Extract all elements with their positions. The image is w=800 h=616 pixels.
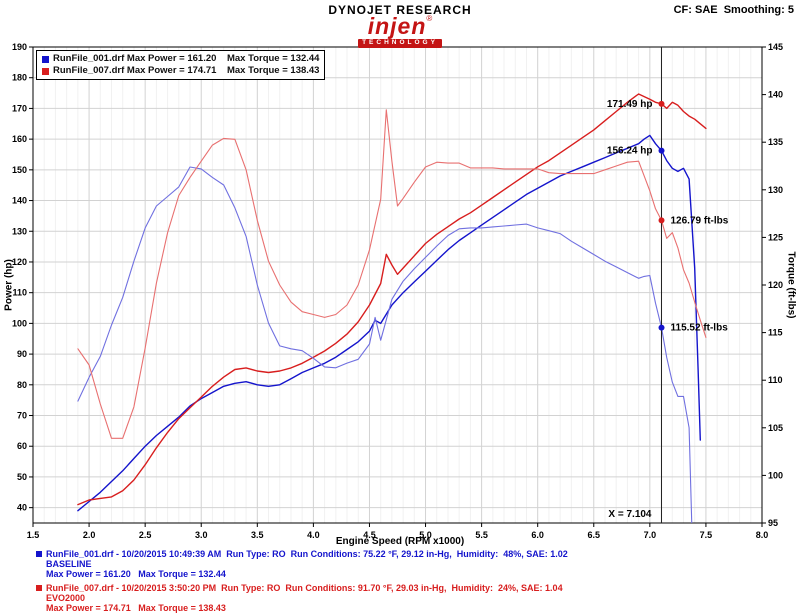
y-right-tick-label: 95: [768, 518, 778, 528]
plot-border: [32, 46, 763, 524]
correction-smoothing-settings: CF: SAE Smoothing: 5: [673, 4, 794, 16]
legend-swatch-red-icon: [42, 67, 49, 75]
y-right-tick-label: 140: [768, 90, 783, 100]
y-right-tick-label: 130: [768, 185, 783, 195]
marker-label: 126.79 ft-lbs: [671, 215, 729, 226]
marker-label: 115.52 ft-lbs: [671, 323, 729, 334]
y-left-tick-label: 190: [12, 42, 27, 52]
marker-dot: [658, 324, 665, 331]
x-tick-label: 5.5: [475, 530, 488, 540]
run-swatch-blue-icon: [36, 551, 42, 557]
y-right-tick-label: 110: [768, 375, 783, 385]
marker-label: 156.24 hp: [607, 146, 653, 157]
x-tick-label: 6.0: [531, 530, 544, 540]
run-baseline-label: BASELINE: [46, 559, 92, 569]
run-evo2000-maxvalues: Max Power = 174.71 Max Torque = 138.43: [46, 603, 226, 613]
y-right-tick-label: 145: [768, 42, 783, 52]
y-left-tick-label: 50: [17, 472, 27, 482]
series-torque-evo2000: [77, 109, 707, 439]
y-left-tick-label: 60: [17, 441, 27, 451]
x-tick-label: 4.5: [363, 530, 376, 540]
injen-logo-text: injen: [367, 13, 427, 39]
series-power-evo2000: [77, 93, 707, 506]
x-tick-label: 5.0: [419, 530, 432, 540]
y-left-tick-label: 100: [12, 318, 27, 328]
y-right-tick-label: 120: [768, 280, 783, 290]
run-info-baseline: RunFile_001.drf - 10/20/2015 10:49:39 AM…: [36, 549, 568, 579]
legend-swatch-blue-icon: [42, 55, 49, 63]
x-axis-title: Engine Speed (RPM x1000): [335, 536, 465, 547]
injen-logo: injen® TECHNOLOGY: [0, 15, 800, 48]
x-tick-label: 7.5: [700, 530, 713, 540]
y-left-tick-label: 110: [12, 288, 27, 298]
y-left-tick-label: 130: [12, 226, 27, 236]
y-left-tick-label: 120: [12, 257, 27, 267]
x-tick-label: 4.0: [307, 530, 320, 540]
legend-text-evo2000: RunFile_007.drf Max Power = 174.71 Max T…: [53, 65, 320, 76]
y-right-tick-label: 100: [768, 470, 783, 480]
marker-dot: [658, 100, 665, 107]
x-tick-label: 2.5: [139, 530, 152, 540]
injen-logo-subtext: TECHNOLOGY: [358, 39, 442, 48]
run-baseline-maxvalues: Max Power = 161.20 Max Torque = 132.44: [46, 569, 226, 579]
y-left-tick-label: 140: [12, 196, 27, 206]
x-tick-label: 2.0: [83, 530, 96, 540]
y-right-tick-label: 115: [768, 328, 783, 338]
x-tick-label: 1.5: [27, 530, 40, 540]
y-left-tick-label: 160: [12, 134, 27, 144]
brand-title: DYNOJET RESEARCH: [328, 3, 472, 17]
y-left-tick-label: 80: [17, 380, 27, 390]
y-right-tick-label: 125: [768, 232, 783, 242]
run-evo2000-conditions: RunFile_007.drf - 10/20/2015 3:50:20 PM …: [46, 583, 563, 593]
y-left-tick-label: 40: [17, 503, 27, 513]
run-info-evo2000: RunFile_007.drf - 10/20/2015 3:50:20 PM …: [36, 583, 568, 613]
x-tick-label: 8.0: [756, 530, 769, 540]
y-right-tick-label: 105: [768, 423, 783, 433]
legend-row-evo2000: RunFile_007.drf Max Power = 174.71 Max T…: [42, 65, 319, 77]
y-axis-left-title: Power (hp): [3, 259, 15, 311]
legend-row-baseline: RunFile_001.drf Max Power = 161.20 Max T…: [42, 53, 319, 65]
y-right-tick-label: 135: [768, 137, 783, 147]
y-left-tick-label: 90: [17, 349, 27, 359]
y-left-tick-label: 170: [12, 103, 27, 113]
x-tick-label: 6.5: [588, 530, 601, 540]
registered-mark-icon: ®: [426, 14, 433, 23]
marker-dot: [658, 217, 665, 224]
run-swatch-red-icon: [36, 585, 42, 591]
legend: RunFile_001.drf Max Power = 161.20 Max T…: [36, 50, 326, 80]
y-left-tick-label: 70: [17, 411, 27, 421]
marker-label: 171.49 hp: [607, 99, 653, 110]
run-info-footer: RunFile_001.drf - 10/20/2015 10:49:39 AM…: [36, 549, 568, 616]
run-baseline-conditions: RunFile_001.drf - 10/20/2015 10:49:39 AM…: [46, 549, 568, 559]
x-tick-label: 7.0: [644, 530, 657, 540]
y-left-tick-label: 180: [12, 73, 27, 83]
run-evo2000-label: EVO2000: [46, 593, 86, 603]
cursor-label: X = 7.104: [608, 509, 652, 520]
series-torque-baseline: [77, 166, 693, 523]
y-left-tick-label: 150: [12, 165, 27, 175]
legend-text-baseline: RunFile_001.drf Max Power = 161.20 Max T…: [53, 53, 320, 64]
y-axis-right-title: Torque (ft-lbs): [785, 251, 797, 319]
x-tick-label: 3.5: [251, 530, 264, 540]
x-tick-label: 3.0: [195, 530, 208, 540]
marker-dot: [658, 147, 665, 154]
